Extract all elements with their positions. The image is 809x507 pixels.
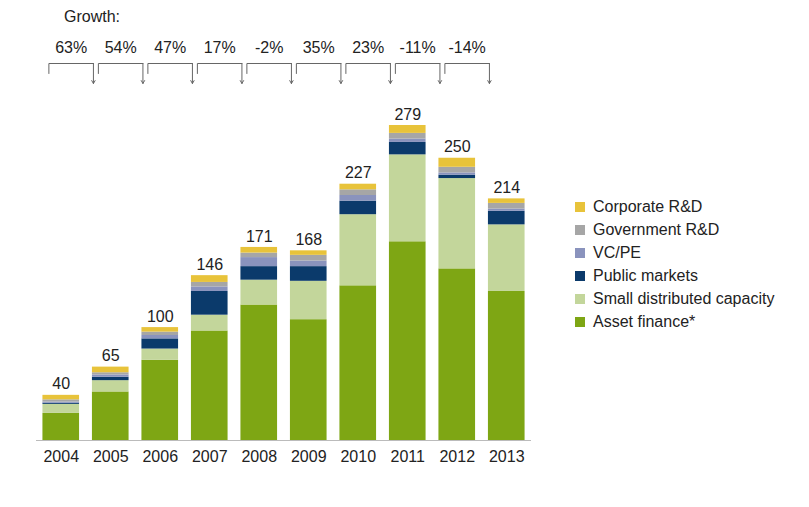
html-text:Small distributed capacity: Small distributed capacity [593,289,775,307]
html-text:Asset finance*: Asset finance* [593,312,696,330]
svg-text:279: 279 [394,106,421,123]
svg-text:2005: 2005 [93,448,129,465]
svg-text:250: 250 [444,138,471,155]
svg-text:227: 227 [345,164,372,181]
svg-text:2007: 2007 [192,448,228,465]
svg-text:168: 168 [295,231,322,248]
svg-text:65: 65 [102,347,120,364]
svg-text:35%: 35% [303,39,335,56]
svg-text:17%: 17% [204,39,236,56]
svg-text:146: 146 [196,256,223,273]
html-text:Corporate R&D: Corporate R&D [593,197,703,215]
svg-text:100: 100 [147,308,174,325]
svg-text:2008: 2008 [241,448,277,465]
svg-text:2006: 2006 [142,448,178,465]
svg-text:-11%: -11% [400,39,436,56]
svg-text:214: 214 [493,179,520,196]
html-text:VC/PE: VC/PE [593,243,641,261]
svg-text:47%: 47% [154,39,186,56]
svg-text:-2%: -2% [255,39,283,56]
svg-text:171: 171 [246,228,273,245]
svg-text:2012: 2012 [439,448,475,465]
svg-text:2004: 2004 [43,448,79,465]
svg-text:63%: 63% [55,39,87,56]
svg-text:2013: 2013 [489,448,525,465]
html-text:Government R&D: Government R&D [593,220,720,238]
svg-text:40: 40 [52,375,70,392]
html-text:Public markets: Public markets [593,266,698,284]
svg-text:23%: 23% [352,39,384,56]
svg-text:2010: 2010 [340,448,376,465]
svg-text:2011: 2011 [391,448,426,465]
html-text:Growth:: Growth: [64,8,120,25]
svg-text:54%: 54% [105,39,137,56]
svg-text:-14%: -14% [448,39,485,56]
svg-text:2009: 2009 [291,448,327,465]
